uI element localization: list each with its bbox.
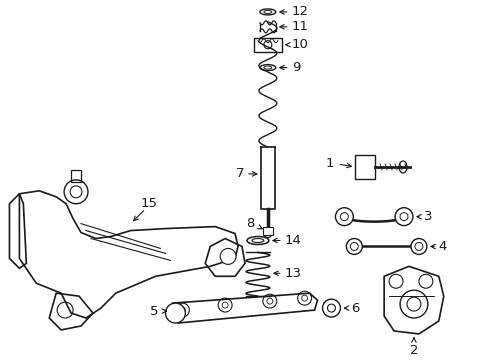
- Text: 8: 8: [245, 217, 254, 230]
- Bar: [355, 155, 374, 179]
- Text: 9: 9: [291, 61, 300, 74]
- Text: 14: 14: [284, 234, 301, 247]
- Text: 3: 3: [423, 210, 431, 223]
- Text: 11: 11: [291, 20, 308, 33]
- Text: 15: 15: [140, 197, 157, 210]
- Bar: [253, 38, 281, 52]
- Circle shape: [220, 248, 236, 264]
- Text: 12: 12: [291, 5, 308, 18]
- Bar: [263, 226, 272, 235]
- Text: 13: 13: [284, 267, 301, 280]
- Text: 1: 1: [325, 157, 334, 171]
- Bar: [71, 170, 81, 182]
- Text: 5: 5: [150, 305, 158, 318]
- Text: 4: 4: [438, 240, 446, 253]
- Text: 10: 10: [291, 38, 308, 51]
- Circle shape: [410, 239, 426, 255]
- Text: 6: 6: [350, 302, 359, 315]
- Circle shape: [322, 299, 340, 317]
- Text: 2: 2: [409, 344, 417, 357]
- Circle shape: [264, 230, 271, 238]
- Circle shape: [165, 303, 185, 323]
- Circle shape: [335, 208, 353, 226]
- Circle shape: [394, 208, 412, 226]
- Circle shape: [346, 239, 362, 255]
- Text: 7: 7: [235, 167, 244, 180]
